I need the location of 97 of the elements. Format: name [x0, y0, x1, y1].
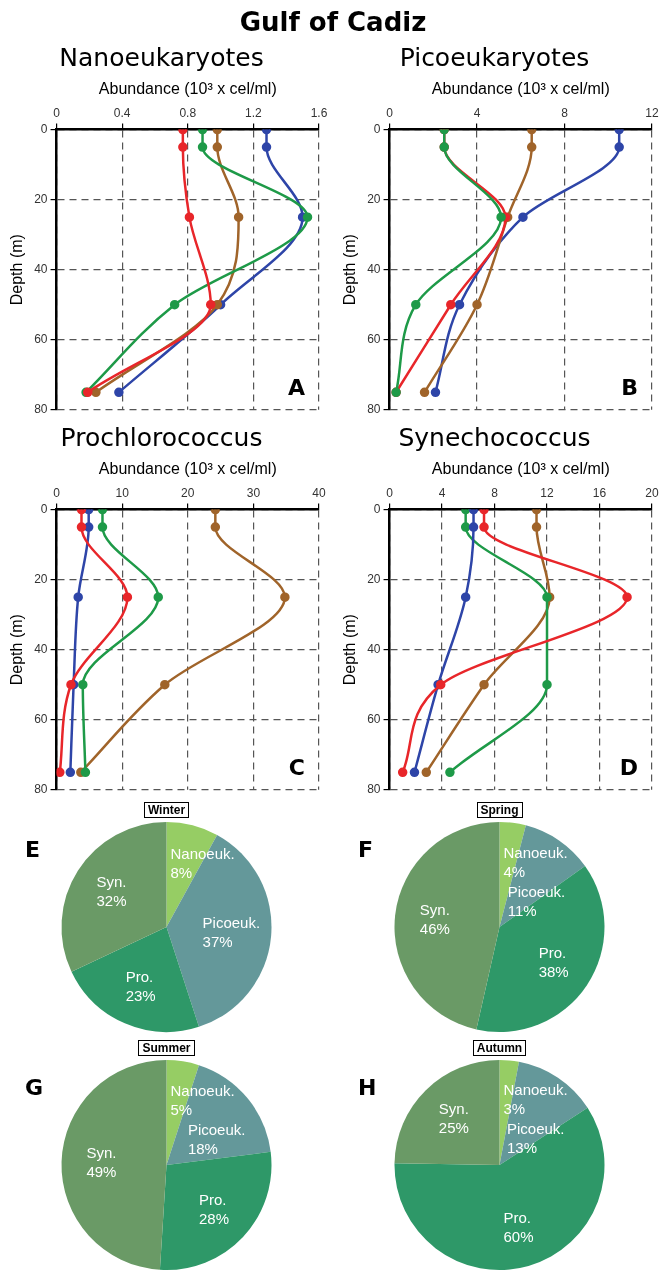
y-tick-label: 40 [367, 642, 381, 657]
x-axis-title: Abundance (10³ x cel/ml) [431, 460, 610, 478]
annotation: C [288, 754, 305, 780]
slice-label: Syn. [438, 1099, 469, 1117]
data-label: 8% [170, 864, 193, 882]
y-tick-label: 40 [34, 262, 48, 277]
y-axis-title: Depth (m) [341, 614, 359, 686]
chart-title: Synechococcus [398, 422, 591, 452]
annotation: A [287, 374, 305, 400]
data-label: 32% [96, 892, 127, 910]
x-tick-label: 40 [312, 485, 326, 500]
x-tick-label: 4 [473, 105, 481, 120]
data-label: 46% [419, 919, 450, 937]
data-label: 25% [438, 1118, 469, 1136]
y-tick-label: 0 [40, 501, 48, 516]
slice-label: Pro. [503, 1208, 532, 1226]
slice-label: Pro. [198, 1190, 227, 1208]
x-tick-label: 1.6 [310, 105, 328, 120]
slice-label: Picoeuk. [507, 1120, 565, 1138]
data-label: 23% [125, 986, 156, 1004]
chart-title: Picoeukaryotes [399, 42, 590, 72]
slice-label: Nanoeuk. [170, 1081, 235, 1099]
x-tick-label: 0 [53, 485, 61, 500]
y-tick-label: 60 [34, 332, 48, 347]
data-label: 28% [198, 1209, 229, 1227]
chart-title: Summer [138, 1040, 195, 1056]
chart-title: Nanoeukaryotes [59, 42, 264, 72]
y-tick-label: 20 [34, 571, 48, 586]
y-tick-label: 20 [34, 191, 48, 206]
x-tick-label: 8 [561, 105, 569, 120]
y-axis-title: Depth (m) [8, 234, 26, 306]
data-label: 4% [503, 862, 526, 880]
x-tick-label: 10 [115, 485, 130, 500]
data-label: 13% [507, 1139, 538, 1157]
y-tick-label: 40 [34, 642, 48, 657]
slice-label: Nanoeuk. [170, 845, 235, 863]
y-tick-label: 0 [40, 121, 48, 136]
chart-title: Spring [476, 802, 523, 818]
text: Gulf of Cadiz [238, 6, 428, 39]
x-tick-label: 20 [181, 485, 195, 500]
slice-label: Nanoeuk. [503, 1081, 568, 1099]
x-tick-label: 1.2 [245, 105, 263, 120]
y-tick-label: 0 [373, 121, 381, 136]
chart-title: Prochlorococcus [60, 422, 263, 452]
y-tick-label: 80 [367, 782, 381, 797]
x-tick-label: 12 [540, 485, 555, 500]
x-tick-label: 8 [491, 485, 499, 500]
slice-label: Syn. [419, 900, 450, 918]
y-tick-label: 60 [367, 332, 381, 347]
annotation: B [621, 374, 638, 400]
y-axis-title: Depth (m) [8, 614, 26, 686]
x-tick-label: 30 [246, 485, 261, 500]
data-label: 38% [538, 963, 569, 981]
annotation: D [619, 754, 638, 780]
x-axis-title: Abundance (10³ x cel/ml) [98, 460, 277, 478]
y-tick-label: 20 [367, 571, 381, 586]
text: G [25, 1074, 44, 1100]
x-axis-title: Abundance (10³ x cel/ml) [98, 80, 277, 98]
y-tick-label: 60 [34, 712, 48, 727]
y-tick-label: 40 [367, 262, 381, 277]
slice-label: Picoeuk. [507, 882, 566, 900]
y-tick-label: 80 [34, 402, 48, 417]
y-axis-title: Depth (m) [341, 234, 359, 306]
data-label: 49% [86, 1163, 117, 1181]
y-tick-label: 80 [367, 402, 381, 417]
slice-label: Picoeuk. [202, 914, 261, 932]
y-tick-label: 60 [367, 712, 381, 727]
data-label: 18% [187, 1139, 218, 1157]
y-tick-label: 20 [367, 191, 381, 206]
data-label: 5% [170, 1100, 193, 1118]
text: H [358, 1074, 377, 1100]
slice-label: Pro. [538, 944, 567, 962]
x-tick-label: 0 [386, 485, 394, 500]
data-label: 11% [507, 901, 537, 919]
slice-label: Nanoeuk. [503, 843, 568, 861]
chart-title: Autumn [472, 1040, 527, 1056]
slice-label: Syn. [96, 873, 127, 891]
slice-label: Picoeuk. [187, 1120, 246, 1138]
slice-label: Pro. [125, 967, 154, 985]
y-tick-label: 80 [34, 782, 48, 797]
x-tick-label: 0.8 [179, 105, 197, 120]
text: E [25, 836, 41, 862]
text: F [358, 836, 374, 862]
slice-label: Syn. [86, 1144, 117, 1162]
x-tick-label: 12 [645, 105, 659, 120]
x-tick-label: 16 [592, 485, 607, 500]
x-axis-title: Abundance (10³ x cel/ml) [431, 80, 610, 98]
chart-title: Winter [143, 802, 190, 818]
x-tick-label: 4 [438, 485, 446, 500]
data-label: 3% [503, 1100, 526, 1118]
x-tick-label: 0 [386, 105, 394, 120]
x-tick-label: 0.4 [113, 105, 131, 120]
x-tick-label: 0 [53, 105, 61, 120]
x-tick-label: 20 [645, 485, 659, 500]
data-label: 37% [202, 933, 233, 951]
y-tick-label: 0 [373, 501, 381, 516]
data-label: 60% [503, 1227, 534, 1245]
